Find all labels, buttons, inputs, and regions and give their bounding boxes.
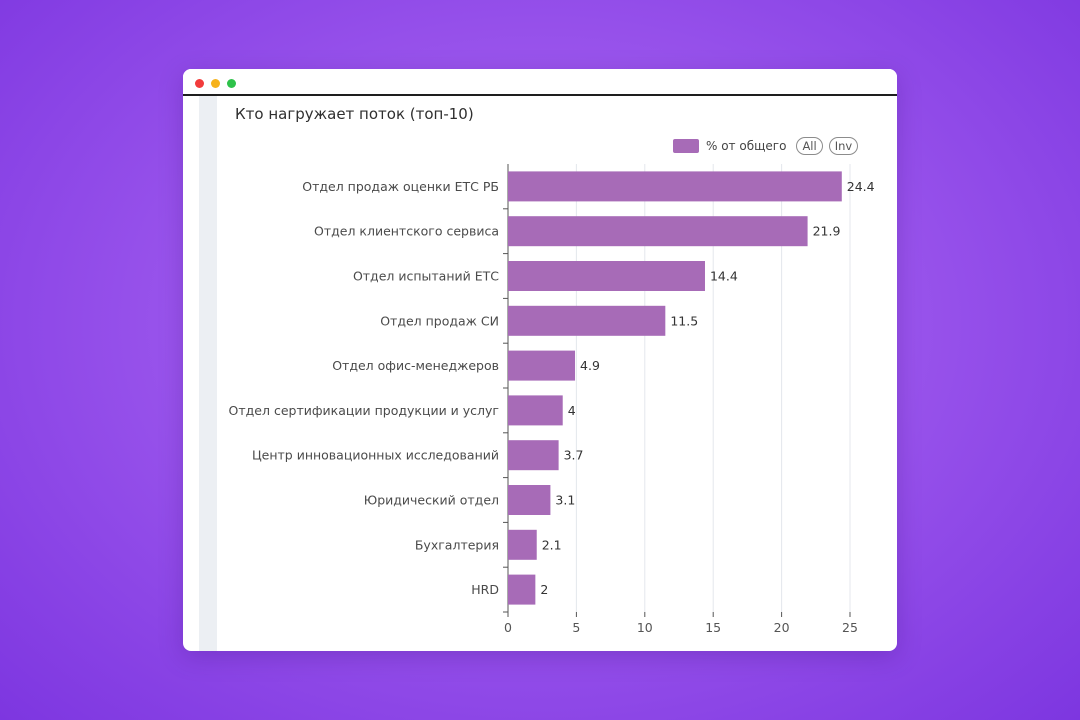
bar[interactable] (508, 440, 559, 471)
bar[interactable] (508, 305, 666, 336)
x-tick-label: 15 (705, 620, 721, 635)
legend-all-button[interactable]: All (796, 137, 823, 155)
minimize-window-button[interactable] (211, 79, 220, 88)
maximize-window-button[interactable] (227, 79, 236, 88)
category-label: Отдел продаж СИ (380, 313, 499, 328)
bar[interactable] (508, 485, 551, 515)
x-tick-label: 0 (504, 620, 512, 635)
legend-swatch[interactable] (673, 139, 699, 153)
close-window-button[interactable] (195, 79, 204, 88)
category-label: Отдел офис-менеджеров (332, 358, 499, 373)
browser-window: Кто нагружает поток (топ-10) % от общего… (183, 69, 897, 651)
bar[interactable] (508, 171, 842, 202)
x-tick-label: 10 (637, 620, 653, 635)
chart-legend: % от общего All Inv (673, 135, 864, 157)
legend-inv-button[interactable]: Inv (828, 137, 859, 155)
value-label: 2.1 (542, 537, 562, 552)
window-titlebar (183, 69, 897, 96)
category-label: Отдел клиентского сервиса (314, 224, 499, 239)
bar[interactable] (508, 529, 537, 560)
bar[interactable] (508, 216, 808, 247)
value-label: 24.4 (847, 179, 875, 194)
category-label: Центр инновационных исследований (252, 448, 499, 463)
value-label: 14.4 (710, 269, 738, 284)
bar[interactable] (508, 574, 536, 605)
value-label: 4.9 (580, 358, 600, 373)
legend-label[interactable]: % от общего (706, 139, 787, 153)
value-label: 3.1 (555, 493, 575, 508)
category-label: Юридический отдел (364, 493, 499, 508)
value-label: 11.5 (670, 313, 698, 328)
category-label: HRD (471, 582, 499, 597)
x-tick-label: 5 (572, 620, 580, 635)
bar[interactable] (508, 261, 705, 291)
value-label: 4 (568, 403, 576, 418)
value-label: 21.9 (813, 224, 841, 239)
x-tick-label: 25 (842, 620, 858, 635)
category-label: Отдел продаж оценки ЕТС РБ (302, 179, 499, 194)
bar[interactable] (508, 350, 576, 381)
value-label: 3.7 (564, 448, 584, 463)
chart-title: Кто нагружает поток (топ-10) (235, 105, 474, 123)
bar[interactable] (508, 395, 563, 426)
category-label: Отдел испытаний ЕТС (353, 269, 499, 284)
x-tick-label: 20 (774, 620, 790, 635)
side-panel-strip (199, 96, 217, 651)
category-label: Бухгалтерия (415, 537, 499, 552)
value-label: 2 (540, 582, 548, 597)
category-label: Отдел сертификации продукции и услуг (229, 403, 499, 418)
bar-chart: 0 5 10 15 20 25 Отдел продаж оценки ЕТС РБ 24.4… (229, 164, 875, 635)
